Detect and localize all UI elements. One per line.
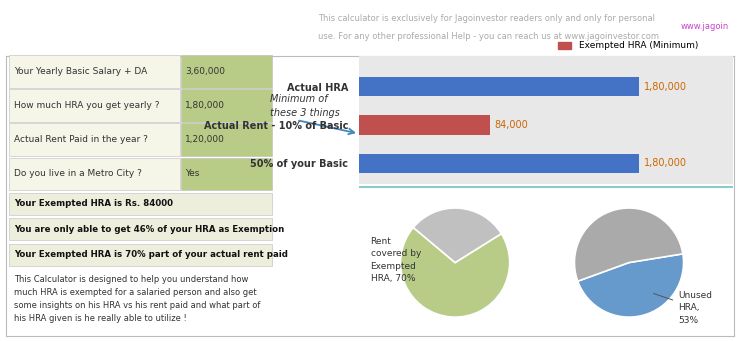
- Text: use. For any other professional Help - you can reach us at www.jagoinvestor.com: use. For any other professional Help - y…: [318, 32, 659, 42]
- Bar: [181, 89, 272, 122]
- Text: Your Exempted HRA is 70% part of your actual rent paid: Your Exempted HRA is 70% part of your ac…: [14, 250, 288, 260]
- Text: 84,000: 84,000: [494, 120, 528, 130]
- Text: Rent
covered by
Exempted
HRA, 70%: Rent covered by Exempted HRA, 70%: [371, 237, 421, 283]
- Legend: Exempted HRA (Minimum): Exempted HRA (Minimum): [554, 38, 702, 54]
- Bar: [9, 158, 180, 190]
- Text: This calculator is exclusively for Jagoinvestor readers only and only for person: This calculator is exclusively for Jagoi…: [318, 14, 655, 23]
- Text: 1,80,000: 1,80,000: [644, 158, 687, 168]
- Bar: [9, 244, 272, 266]
- Text: 1,20,000: 1,20,000: [185, 135, 225, 144]
- Bar: [9, 89, 180, 122]
- Text: Unused
HRA,
53%: Unused HRA, 53%: [653, 291, 712, 325]
- Text: 1,80,000: 1,80,000: [644, 82, 687, 92]
- Text: Yes: Yes: [185, 169, 199, 178]
- Text: You are only able to get 46% of your HRA as Exemption: You are only able to get 46% of your HRA…: [14, 225, 284, 234]
- Text: www.jagoin: www.jagoin: [681, 22, 729, 31]
- Wedge shape: [400, 227, 510, 317]
- Text: HRA Calculator & Analyzer: HRA Calculator & Analyzer: [11, 16, 323, 36]
- Text: 3,60,000: 3,60,000: [185, 67, 225, 76]
- Text: How much HRA you get yearly ?: How much HRA you get yearly ?: [14, 101, 160, 110]
- Text: Your Exempted HRA is Rs. 84000: Your Exempted HRA is Rs. 84000: [14, 199, 173, 208]
- Bar: [181, 55, 272, 88]
- Bar: [9, 123, 180, 156]
- Bar: [181, 158, 272, 190]
- Text: This Calculator is designed to help you understand how
much HRA is exempted for : This Calculator is designed to help you …: [14, 275, 260, 323]
- Text: Actual Rent Paid in the year ?: Actual Rent Paid in the year ?: [14, 135, 148, 144]
- Bar: [359, 116, 490, 134]
- Wedge shape: [578, 254, 684, 317]
- Text: 1,80,000: 1,80,000: [185, 101, 225, 110]
- Text: Minimum of
these 3 things: Minimum of these 3 things: [270, 94, 340, 118]
- Text: Do you live in a Metro City ?: Do you live in a Metro City ?: [14, 169, 142, 178]
- Bar: [9, 193, 272, 214]
- Bar: [181, 123, 272, 156]
- Bar: [9, 55, 180, 88]
- Wedge shape: [574, 208, 683, 281]
- Text: Your Yearly Basic Salary + DA: Your Yearly Basic Salary + DA: [14, 67, 147, 76]
- Bar: [359, 77, 639, 97]
- Wedge shape: [414, 208, 502, 263]
- Bar: [9, 219, 272, 240]
- Bar: [359, 153, 639, 173]
